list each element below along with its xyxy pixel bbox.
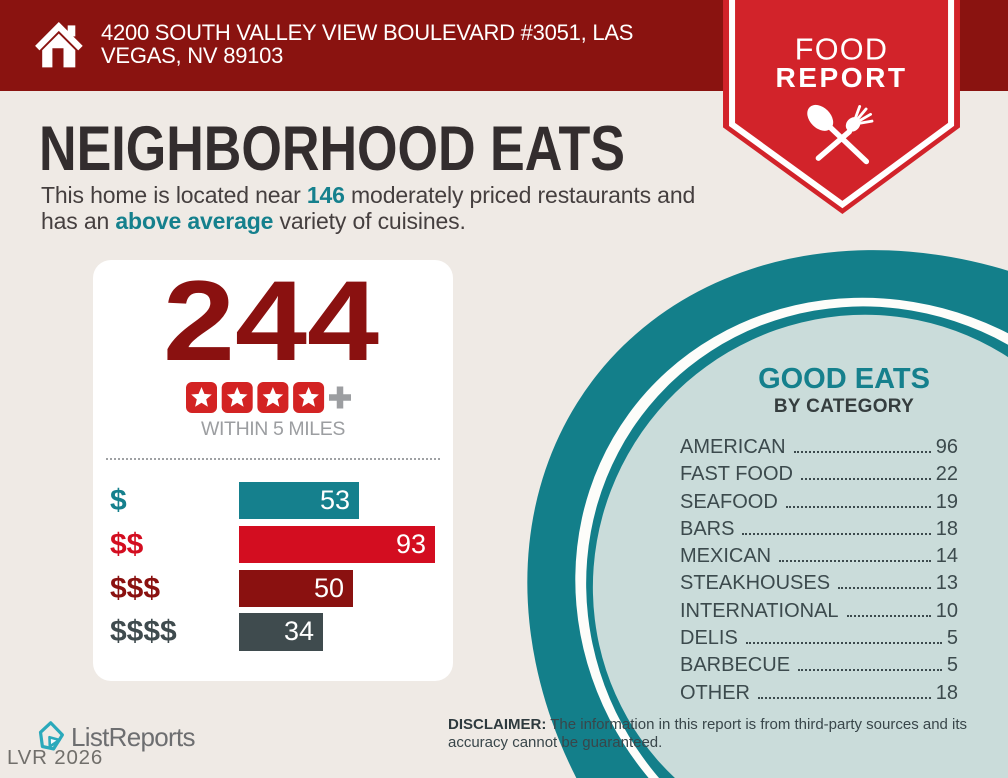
svg-text:REPORT: REPORT <box>775 62 907 93</box>
svg-text:FOOD: FOOD <box>795 32 889 66</box>
